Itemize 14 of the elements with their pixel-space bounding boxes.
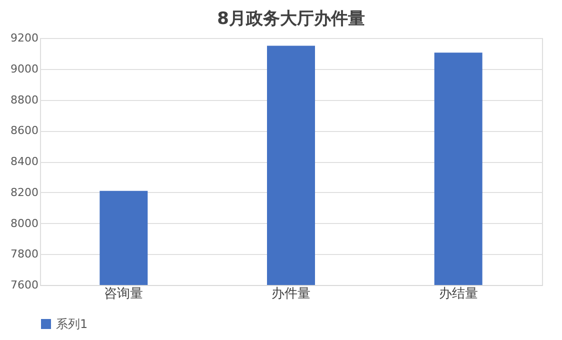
y-tick-label: 8400 [10, 155, 38, 168]
legend-label: 系列1 [56, 317, 88, 331]
y-tick-label: 9200 [10, 32, 38, 44]
y-tick-label: 8600 [10, 124, 38, 138]
y-tick-label: 8200 [10, 186, 38, 199]
x-tick-label: 办件量 [272, 286, 310, 302]
x-tick-label: 咨询量 [104, 286, 144, 302]
y-tick-label: 7800 [10, 248, 38, 261]
y-tick-label: 9000 [10, 62, 38, 76]
chart-title: 8月政务大厅办件量 [217, 9, 365, 29]
y-tick-label: 8800 [10, 93, 38, 106]
y-tick-label: 7600 [10, 278, 38, 292]
y-tick-label: 8000 [10, 216, 38, 230]
x-tick-label: 办结量 [438, 286, 478, 302]
